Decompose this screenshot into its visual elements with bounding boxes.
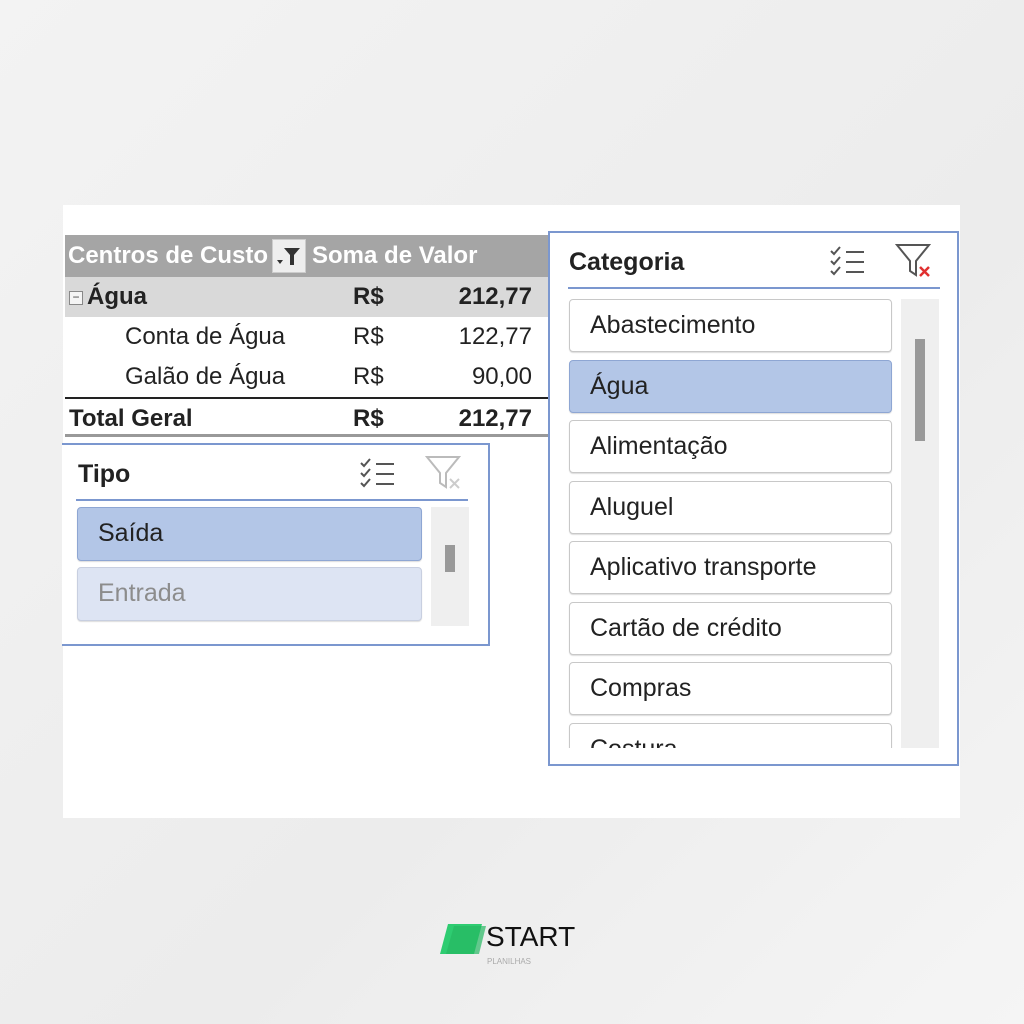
slicer-item-saida[interactable]: Saída xyxy=(77,507,422,561)
scrollbar-thumb[interactable] xyxy=(915,339,925,441)
divider xyxy=(568,287,940,289)
filter-icon xyxy=(277,248,301,265)
currency: R$ xyxy=(353,363,384,390)
scrollbar[interactable] xyxy=(901,299,939,748)
slicer-item[interactable]: Cartão de crédito xyxy=(569,602,892,655)
value: 212,77 xyxy=(458,405,532,432)
slicer-item[interactable]: Compras xyxy=(569,662,892,715)
value: 212,77 xyxy=(458,283,532,310)
slicer-item-entrada[interactable]: Entrada xyxy=(77,567,422,621)
value: 90,00 xyxy=(471,363,532,390)
pivot-header-row: Centros de Custo Soma de Valor xyxy=(65,235,548,277)
slicer-item[interactable]: Alimentação xyxy=(569,420,892,473)
slicer-item[interactable]: Aplicativo transporte xyxy=(569,541,892,594)
svg-text:PLANILHAS: PLANILHAS xyxy=(487,957,531,966)
filter-button[interactable] xyxy=(272,239,307,273)
slicer-item[interactable]: Água xyxy=(569,360,892,413)
multi-select-icon[interactable] xyxy=(358,455,400,491)
tipo-slicer: Tipo Saída Entrada xyxy=(62,443,490,646)
multi-select-icon[interactable] xyxy=(828,243,870,279)
logo-mark-icon: START PLANILHAS xyxy=(440,921,575,966)
total-label: Total Geral xyxy=(69,405,193,432)
group-label: Água xyxy=(87,283,147,310)
currency: R$ xyxy=(353,283,384,310)
start-planilhas-logo: START PLANILHAS xyxy=(440,920,590,975)
slicer-title: Categoria xyxy=(569,248,685,276)
divider xyxy=(76,499,468,501)
slicer-item[interactable]: Abastecimento xyxy=(569,299,892,352)
clear-filter-icon[interactable] xyxy=(894,241,936,281)
pivot-group-row[interactable]: − Água R$ 212,77 xyxy=(65,277,548,317)
value: 122,77 xyxy=(458,323,532,350)
slicer-item[interactable]: Aluguel xyxy=(569,481,892,534)
pivot-total-row: Total Geral R$ 212,77 xyxy=(65,397,548,437)
currency: R$ xyxy=(353,323,384,350)
row-label: Galão de Água xyxy=(125,363,286,390)
categoria-slicer: Categoria Abastecimento Água Alimentação… xyxy=(548,231,959,766)
slicer-items: Abastecimento Água Alimentação Aluguel A… xyxy=(550,297,900,748)
header-soma-de-valor: Soma de Valor xyxy=(312,242,478,269)
pivot-row: Conta de Água R$ 122,77 xyxy=(65,317,548,357)
header-centros-de-custo: Centros de Custo xyxy=(68,242,269,269)
pivot-table: Centros de Custo Soma de Valor − Água R$ … xyxy=(65,235,548,437)
scrollbar-thumb[interactable] xyxy=(445,545,455,572)
row-label: Conta de Água xyxy=(125,323,286,350)
pivot-row: Galão de Água R$ 90,00 xyxy=(65,357,548,397)
currency: R$ xyxy=(353,405,384,432)
slicer-item[interactable]: Costura xyxy=(569,723,892,748)
slicer-title: Tipo xyxy=(78,460,131,488)
svg-text:START: START xyxy=(486,921,575,952)
collapse-icon[interactable]: − xyxy=(69,290,83,305)
clear-filter-icon[interactable] xyxy=(424,453,466,493)
scrollbar[interactable] xyxy=(431,507,469,626)
